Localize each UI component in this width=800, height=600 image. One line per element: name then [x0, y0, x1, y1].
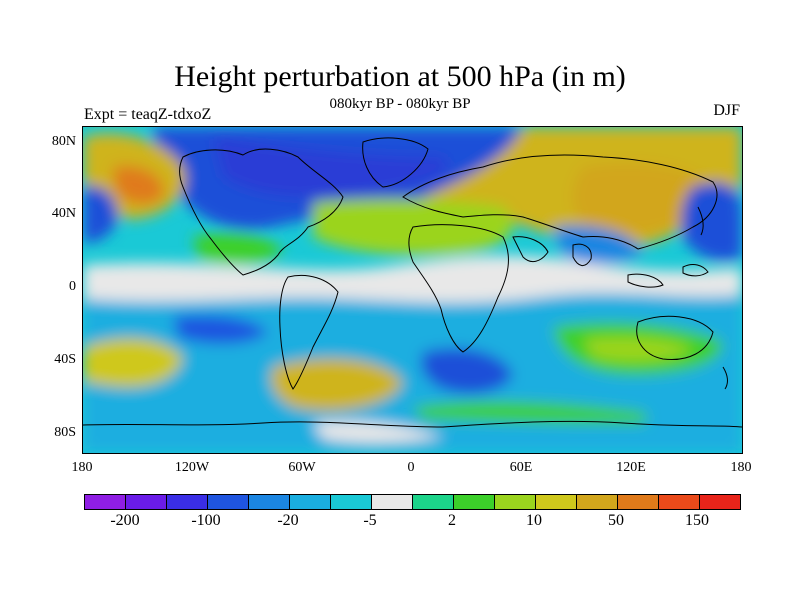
- coast-new-zealand: [722, 366, 728, 390]
- colorbar-swatch: [659, 495, 700, 509]
- coast-japan: [697, 206, 704, 236]
- lon-label-60w: 60W: [288, 460, 316, 475]
- lon-label-60e: 60E: [509, 460, 533, 475]
- field-sh-pos-west: [83, 338, 183, 388]
- colorbar: [84, 494, 741, 510]
- coast-africa: [408, 224, 509, 353]
- colorbar-label-2: 2: [448, 512, 456, 529]
- colorbar-label-150: 150: [685, 512, 709, 529]
- colorbar-label-neg200: -200: [110, 512, 140, 529]
- field-pacific-pos: [193, 232, 283, 264]
- coast-philippines: [682, 264, 709, 277]
- field-sh-pos-indian-core: [583, 337, 693, 362]
- colorbar-label-50: 50: [608, 512, 624, 529]
- lat-label-40s: 40S: [54, 352, 76, 367]
- coast-arabia: [512, 236, 549, 263]
- lat-label-80n: 80N: [51, 134, 76, 149]
- coast-eurasia: [402, 154, 718, 250]
- coast-greenland: [362, 137, 429, 188]
- colorbar-swatch: [85, 495, 126, 509]
- map-field: [83, 127, 742, 453]
- lat-label-40n: 40N: [51, 206, 76, 221]
- colorbar-swatch: [700, 495, 740, 509]
- field-antarctic-neutral: [313, 421, 443, 444]
- lon-label-120w: 120W: [174, 460, 210, 475]
- colorbar-swatch: [331, 495, 372, 509]
- coast-india: [572, 243, 592, 266]
- chart-title: Height perturbation at 500 hPa (in m): [174, 60, 626, 93]
- field-india-low: [553, 225, 643, 264]
- colorbar-swatch: [495, 495, 536, 509]
- colorbar-label-neg20: -20: [277, 512, 299, 529]
- colorbar-label-neg100: -100: [191, 512, 221, 529]
- field-wpac-low-left: [83, 186, 118, 243]
- coast-australia: [636, 315, 714, 361]
- colorbar-swatch: [536, 495, 577, 509]
- lon-label-180-left: 180: [71, 460, 93, 475]
- lon-label-0: 0: [407, 460, 415, 475]
- lon-label-180-right: 180: [730, 460, 752, 475]
- colorbar-swatch: [249, 495, 290, 509]
- colorbar-swatch: [126, 495, 167, 509]
- field-na-low-core: [213, 137, 449, 197]
- experiment-label: Expt = teaqZ-tdxoZ: [84, 106, 212, 123]
- field-sh-low-indian: [421, 348, 513, 394]
- colorbar-swatch: [577, 495, 618, 509]
- colorbar-swatch: [413, 495, 454, 509]
- field-npac-high-core: [113, 166, 164, 204]
- colorbar-swatch: [618, 495, 659, 509]
- colorbar-label-neg5: -5: [363, 512, 377, 529]
- lat-label-0: 0: [69, 279, 76, 294]
- colorbar-swatch: [372, 495, 413, 509]
- field-sh-low-pacific: [173, 315, 268, 344]
- colorbar-label-10: 10: [526, 512, 542, 529]
- colorbar-swatch: [208, 495, 249, 509]
- coast-north-america: [179, 148, 344, 276]
- season-label: DJF: [713, 102, 740, 119]
- coast-indonesia: [627, 273, 664, 288]
- field-sh-pos-atlantic: [271, 358, 403, 411]
- field-tropical-neutral: [83, 255, 742, 303]
- map-panel: [82, 126, 743, 454]
- colorbar-swatch: [290, 495, 331, 509]
- colorbar-swatch: [454, 495, 495, 509]
- lat-label-80s: 80S: [54, 425, 76, 440]
- coast-south-america: [279, 274, 339, 390]
- chart-subtitle: 080kyr BP - 080kyr BP: [329, 96, 471, 112]
- field-wpac-low: [681, 182, 742, 261]
- coast-antarctica: [83, 420, 742, 428]
- colorbar-swatch: [167, 495, 208, 509]
- lon-label-120e: 120E: [616, 460, 646, 475]
- coastlines: [83, 137, 742, 428]
